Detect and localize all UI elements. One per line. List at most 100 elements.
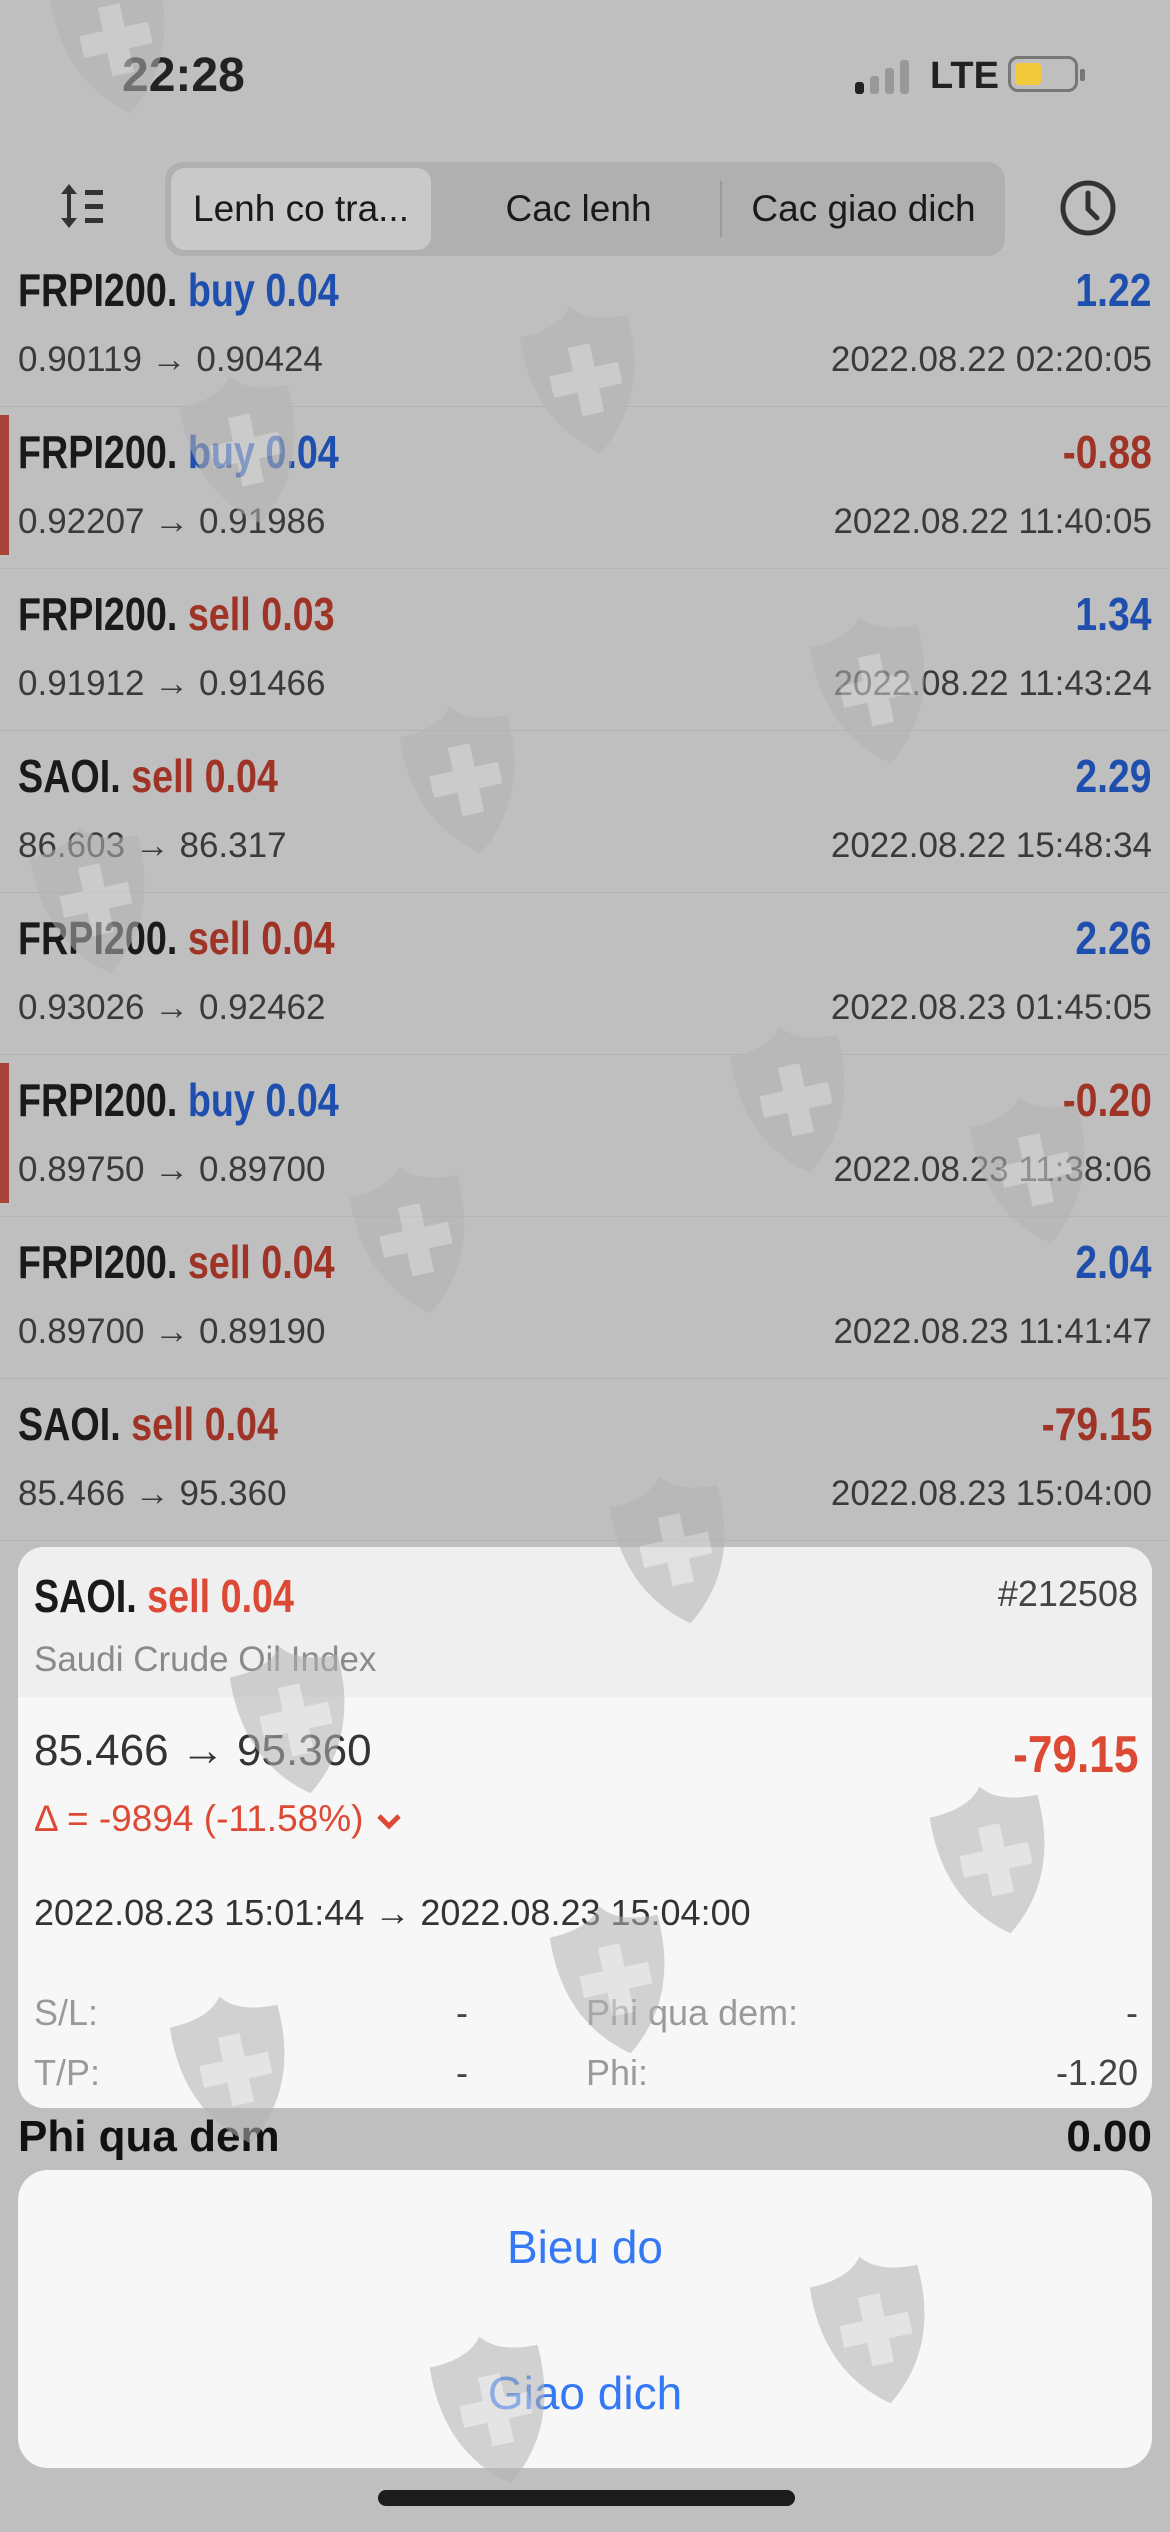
trade-symbol: FRPI200. sell 0.03 [18,587,335,641]
symbol-name: FRPI200. [18,264,178,316]
trade-row[interactable]: FRPI200. sell 0.03 1.34 0.91912 → 0.91466 2… [0,569,1170,731]
trade-row[interactable]: FRPI200. buy 0.04 1.22 0.90119 → 0.90424 20… [0,245,1170,407]
tab-deals[interactable]: Cac giao dich [751,188,976,229]
trade-date: 2022.08.22 02:20:05 [830,340,1152,379]
trade-date: 2022.08.22 11:40:05 [833,502,1152,541]
tp-value: - [456,2052,468,2093]
trade-volume: 0.04 [204,1398,279,1450]
symbol-name: FRPI200. [18,426,178,478]
detail-delta-text: Δ = -9894 (-11.58%) [34,1798,364,1839]
chevron-down-icon[interactable] [374,1810,404,1832]
symbol-name: FRPI200. [18,1236,178,1288]
symbol-name: FRPI200. [18,588,178,640]
trade-date: 2022.08.23 01:45:05 [830,988,1152,1027]
sl-label: S/L: [34,1992,99,2033]
trade-profit: -79.15 [1041,1398,1152,1450]
symbol-name: FRPI200. [18,1074,178,1126]
trade-prices: 0.91912 → 0.91466 [18,664,326,703]
trade-symbol: SAOI. sell 0.04 [18,1397,278,1451]
sl-value: - [456,1992,468,2033]
trade-side: sell [131,1398,195,1450]
trade-prices: 85.466 → 95.360 [18,1474,287,1513]
trade-side: buy [187,426,255,478]
trade-date: 2022.08.23 11:38:06 [833,1150,1152,1189]
status-time: 22:28 [122,49,245,102]
detail-profit: -79.15 [1012,1726,1138,1784]
trade-prices: 86.603 → 86.317 [18,826,287,865]
trade-side: buy [187,1074,255,1126]
signal-icon [855,60,909,94]
trade-profit: 2.26 [1075,912,1152,964]
fee-label: Phi: [586,2052,649,2093]
trade-volume: 0.03 [261,588,335,640]
detail-prices: 85.466 → 95.360 [34,1726,372,1775]
trade-profit: -0.20 [1062,1074,1152,1126]
trade-side: sell [131,750,195,802]
trade-row[interactable]: FRPI200. buy 0.04 -0.20 0.89750 → 0.89700 2… [0,1055,1170,1217]
trade-date: 2022.08.23 15:04:00 [830,1474,1152,1513]
trade-prices: 0.89700 → 0.89190 [18,1312,326,1351]
swap-value: 0.00 [1066,2112,1152,2161]
trade-button[interactable]: Giao dich [487,2367,683,2419]
trade-prices: 0.90119 → 0.90424 [18,340,323,379]
trade-row[interactable]: SAOI. sell 0.04 -79.15 85.466 → 95.360 2022… [0,1379,1170,1541]
trade-volume: 0.04 [265,264,339,316]
swap-label: Phi qua dem [18,2112,280,2161]
trade-date: 2022.08.22 15:48:34 [830,826,1152,865]
symbol-name: FRPI200. [18,912,178,964]
detail-header: SAOI. sell 0.04 #212508 Saudi Crude Oil … [18,1547,1152,1697]
detail-delta[interactable]: Δ = -9894 (-11.58%) [34,1797,404,1841]
trade-side: buy [187,264,255,316]
status-bar: 22:28 LTE [0,0,1170,150]
trade-prices: 0.93026 → 0.92462 [18,988,326,1027]
header: Lenh co tra... Cac lenh Cac giao dich [0,150,1170,265]
tab-orders[interactable]: Cac lenh [505,188,652,229]
trade-row[interactable]: FRPI200. sell 0.04 2.26 0.93026 → 0.92462 2… [0,893,1170,1055]
detail-symbol: SAOI. sell 0.04 [34,1569,294,1623]
home-indicator[interactable] [378,2490,795,2506]
symbol-name: SAOI. [18,1398,121,1450]
trade-list: FRPI200. buy 0.04 1.22 0.90119 → 0.90424 20… [0,245,1170,1541]
trade-side: sell [187,588,251,640]
trade-symbol: FRPI200. buy 0.04 [18,263,339,317]
trade-volume: 0.04 [265,426,339,478]
network-type: LTE [930,55,999,97]
segment-divider [720,181,722,237]
trade-profit: 2.29 [1075,750,1152,802]
sort-lines-icon[interactable] [55,178,111,234]
trade-date: 2022.08.23 11:41:47 [833,1312,1152,1351]
trade-row[interactable]: FRPI200. buy 0.04 -0.88 0.92207 → 0.91986 2… [0,407,1170,569]
background-swap-row: Phi qua dem 0.00 [18,2112,1152,2162]
trade-prices: 0.92207 → 0.91986 [18,502,326,541]
trade-profit: 1.34 [1075,588,1152,640]
trade-volume: 0.04 [265,1074,339,1126]
trade-date: 2022.08.22 11:43:24 [833,664,1152,703]
battery-icon [1008,56,1085,92]
swap-value: - [1126,1992,1138,2033]
trade-side: sell [187,1236,251,1288]
trade-prices: 0.89750 → 0.89700 [18,1150,326,1189]
loss-marker [0,1063,9,1203]
trade-volume: 0.04 [261,912,335,964]
trade-row[interactable]: SAOI. sell 0.04 2.29 86.603 → 86.317 2022.0… [0,731,1170,893]
segmented-control: Lenh co tra... Cac lenh Cac giao dich [165,162,1005,256]
tp-label: T/P: [34,2052,101,2093]
trade-side: sell [187,912,251,964]
detail-instrument-name: Saudi Crude Oil Index [34,1640,377,1679]
trade-volume: 0.04 [261,1236,335,1288]
trade-profit: 1.22 [1075,264,1152,316]
trade-volume: 0.04 [204,750,279,802]
fee-value: -1.20 [1055,2052,1138,2093]
trade-symbol: SAOI. sell 0.04 [18,749,278,803]
trade-profit: -0.88 [1062,426,1152,478]
action-sheet: Bieu do Giao dich [18,2170,1152,2468]
symbol-name: SAOI. [18,750,121,802]
tab-open-positions[interactable]: Lenh co tra... [171,168,431,250]
detail-symbol-name: SAOI. [34,1570,137,1622]
trade-detail-card: SAOI. sell 0.04 #212508 Saudi Crude Oil … [18,1547,1152,2108]
trade-symbol: FRPI200. buy 0.04 [18,425,339,479]
chart-button[interactable]: Bieu do [506,2221,663,2273]
clock-icon[interactable] [1058,178,1118,238]
loss-marker [0,415,9,555]
trade-row[interactable]: FRPI200. sell 0.04 2.04 0.89700 → 0.89190 2… [0,1217,1170,1379]
